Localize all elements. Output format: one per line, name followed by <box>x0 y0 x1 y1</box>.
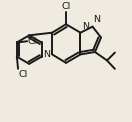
Text: N: N <box>93 15 100 24</box>
Text: N: N <box>43 50 50 59</box>
Text: N: N <box>82 21 89 30</box>
Text: Cl: Cl <box>28 37 37 46</box>
Text: Cl: Cl <box>61 2 71 11</box>
Text: Cl: Cl <box>18 70 27 79</box>
